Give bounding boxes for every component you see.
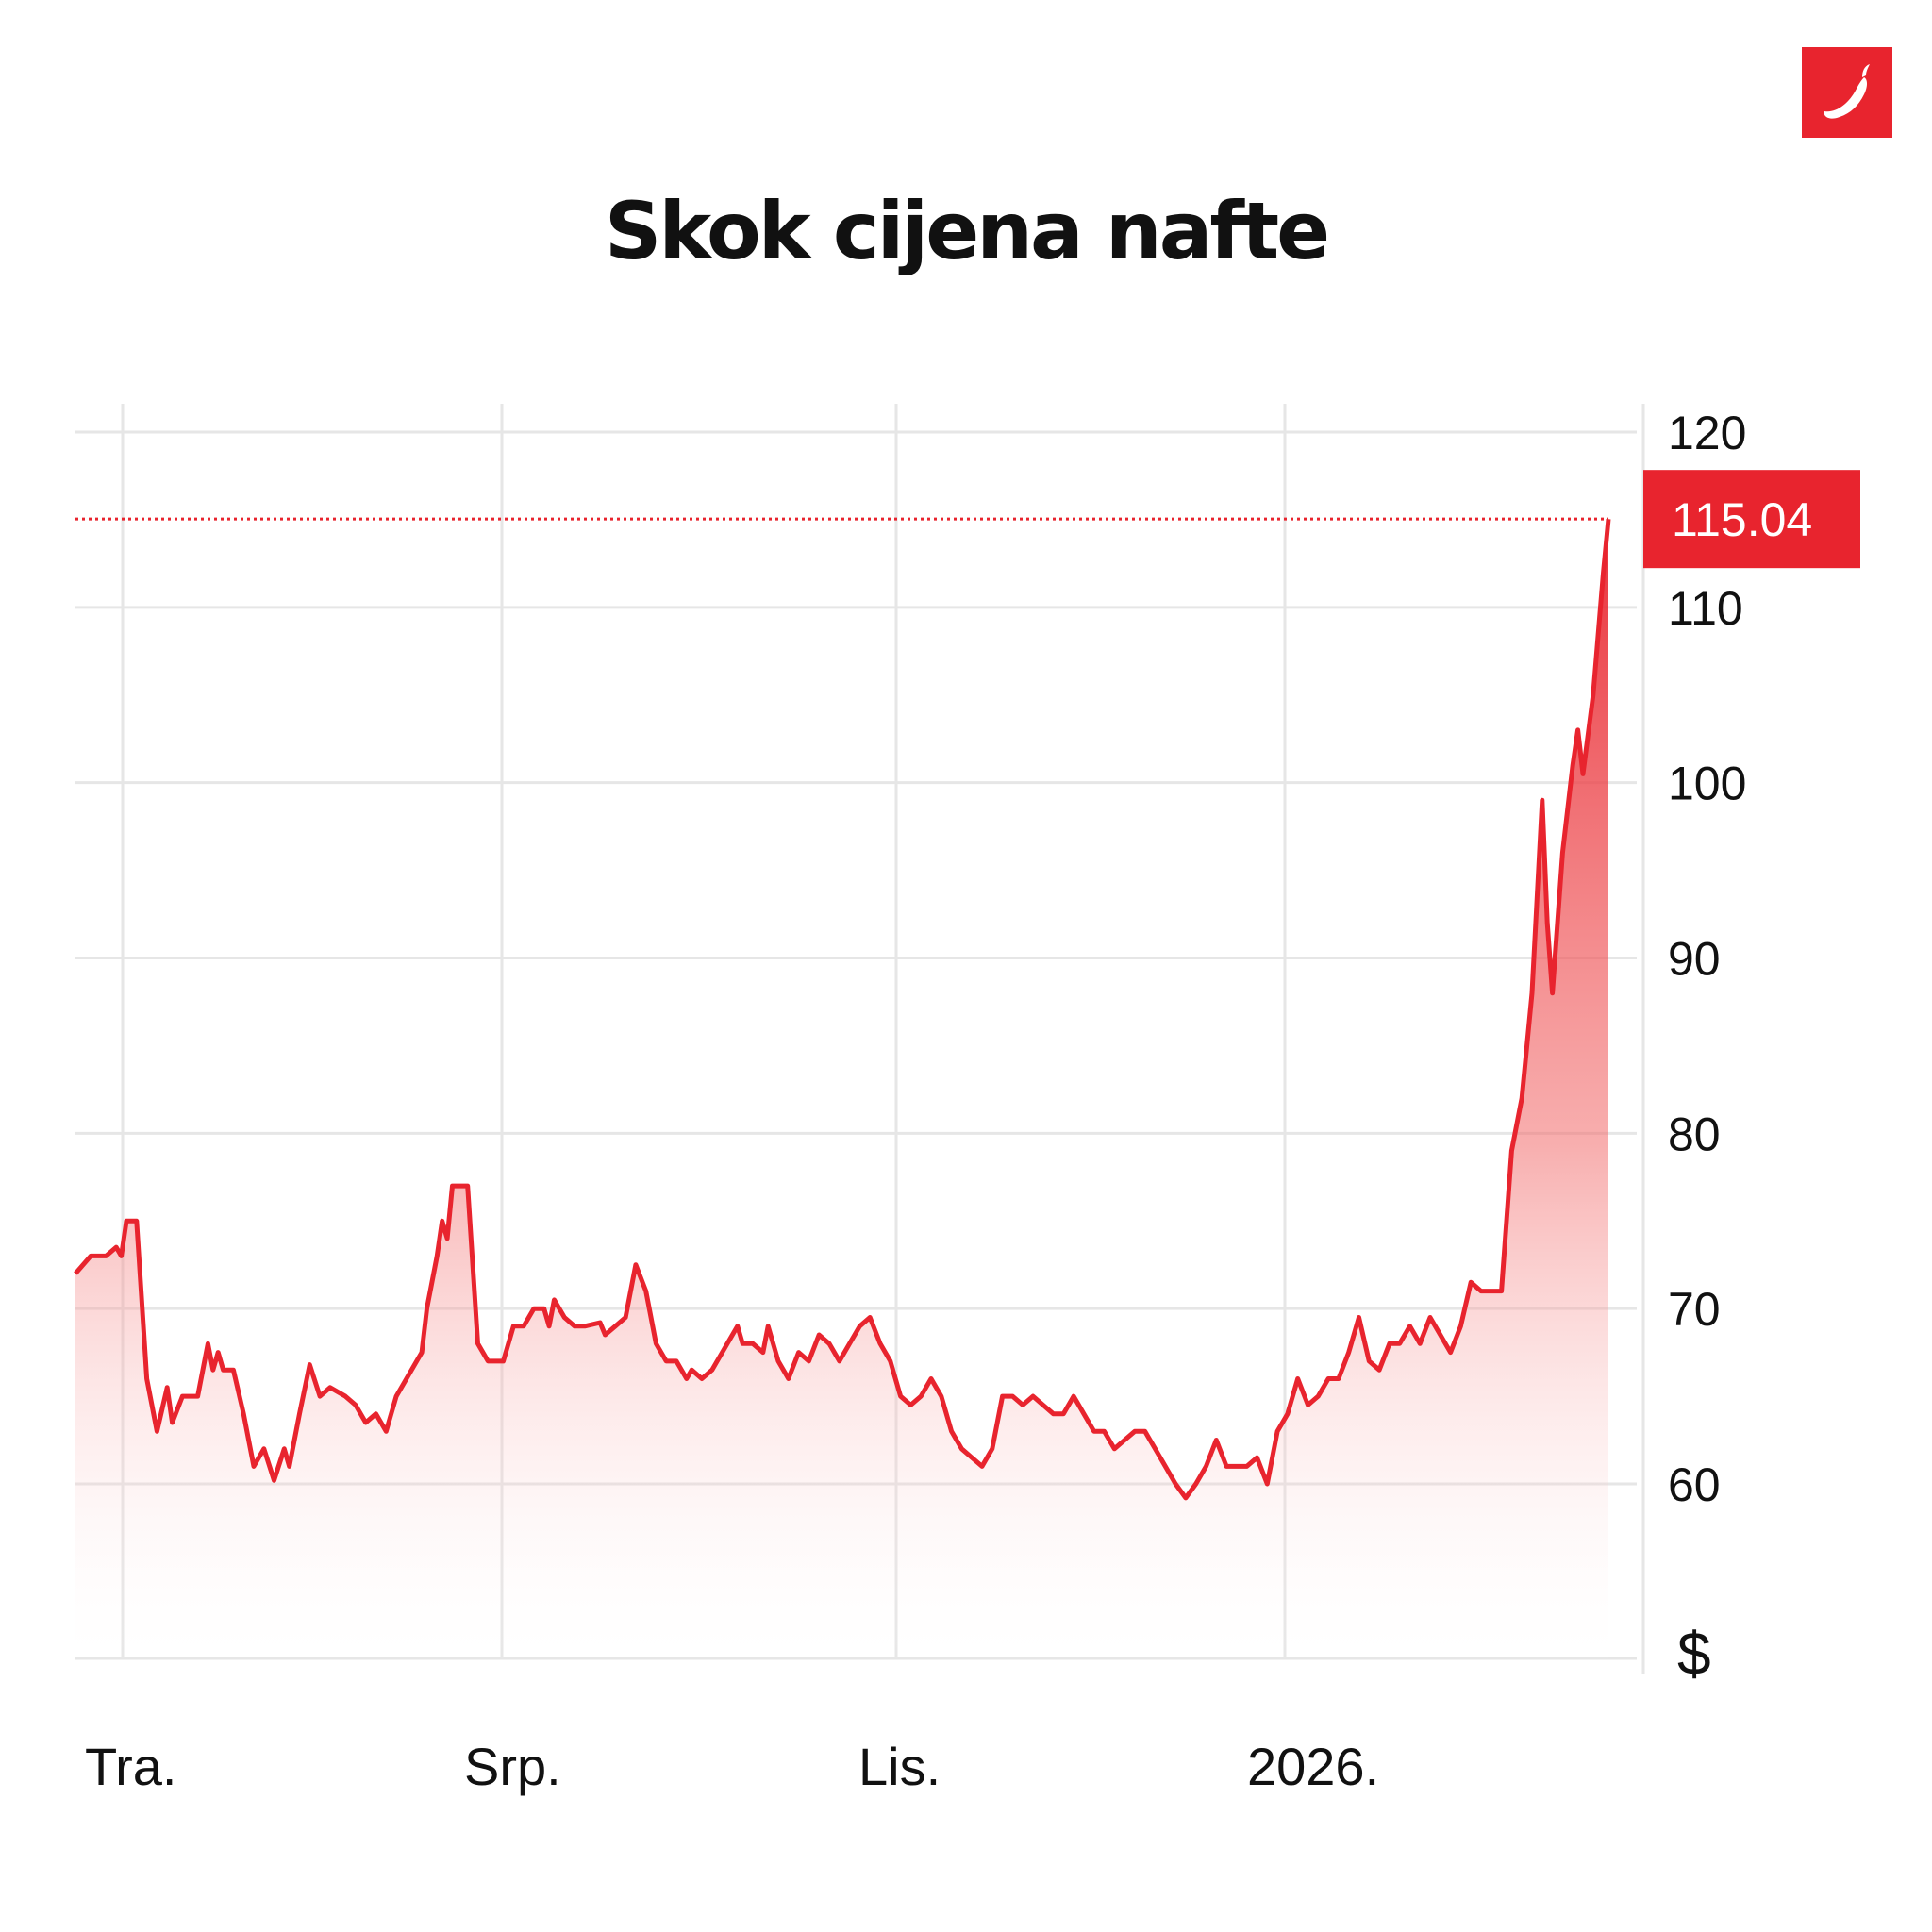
y-tick-label: 60 (1668, 1458, 1721, 1511)
x-tick-label: Tra. (85, 1737, 176, 1796)
y-tick-label: 100 (1668, 758, 1746, 810)
last-value-badge (1643, 470, 1860, 569)
y-tick-label: 70 (1668, 1283, 1721, 1336)
chili-pepper-icon (1824, 64, 1870, 119)
last-value-label: 115.04 (1672, 493, 1812, 546)
series-area (75, 519, 1608, 1659)
x-tick-label: Srp. (464, 1737, 561, 1796)
y-axis-unit-label: $ (1677, 1620, 1711, 1688)
y-tick-label: 110 (1668, 582, 1743, 635)
y-tick-label: 120 (1668, 407, 1746, 459)
y-tick-label: 80 (1668, 1108, 1721, 1160)
y-tick-label: 90 (1668, 933, 1721, 986)
brand-logo (1802, 47, 1892, 138)
series-line (74, 518, 1611, 1501)
x-tick-label: 2026. (1247, 1737, 1379, 1796)
chart-title: Skok cijena nafte (604, 185, 1330, 277)
x-tick-label: Lis. (858, 1737, 941, 1796)
